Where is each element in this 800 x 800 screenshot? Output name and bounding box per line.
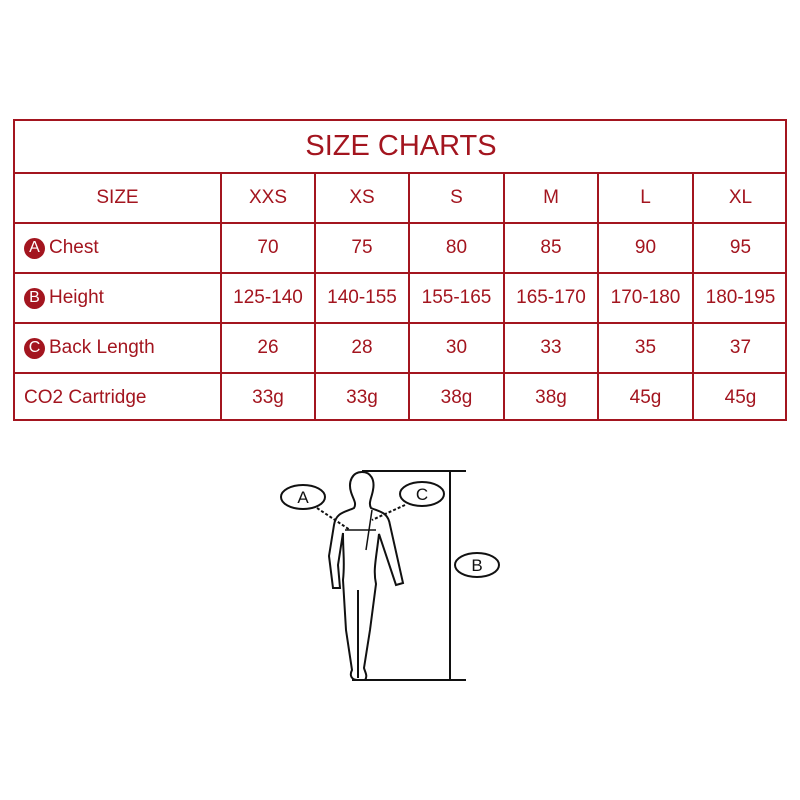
label-b: B [471,556,482,575]
table-cell: 170-180 [599,274,694,324]
table-cell-text: 85 [540,237,562,258]
header-size-text: XS [349,187,375,208]
table-cell: 38g [505,374,599,421]
table-cell: 37 [694,324,787,374]
row-label: A Chest [15,224,222,274]
table-cell-text: 33 [540,337,562,358]
row-label-text: Chest [49,237,99,258]
table-cell: 155-165 [410,274,505,324]
table-cell-text: 28 [351,337,373,358]
c-pointer [371,504,406,521]
badge-a-icon: A [24,237,45,259]
header-size: XS [316,174,410,224]
badge-b-icon: B [24,287,45,309]
table-cell-text: 95 [729,237,752,258]
table-cell: 28 [316,324,410,374]
label-b-ellipse [454,552,500,578]
table-cell: 30 [410,324,505,374]
size-chart-table: SIZE CHARTS SIZE XXS XS S M L XL A Chest 70 75 80 85 9… [13,119,787,421]
table-cell: 38g [410,374,505,421]
table-cell-text: 180-195 [705,287,776,308]
a-pointer [316,507,351,531]
header-size: M [505,174,599,224]
table-cell: 180-195 [694,274,787,324]
table-cell: 33g [222,374,316,421]
table-cell-text: 26 [257,337,279,358]
table-cell-text: 38g [535,386,567,408]
row-label-text: Height [49,287,104,308]
table-cell: 33g [316,374,410,421]
table-cell-text: 155-165 [421,287,492,308]
table-cell-text: 90 [634,237,657,258]
table-title-text: SIZE CHARTS [305,130,497,162]
back-length-measure [365,509,373,551]
label-a: A [297,488,309,507]
label-c-ellipse [399,481,445,507]
table-cell: 35 [599,324,694,374]
table-cell: 45g [599,374,694,421]
table-cell-text: 80 [445,237,468,258]
header-size-text: S [450,187,463,208]
table-cell-text: 70 [257,237,279,258]
table-cell-text: 125-140 [233,287,303,308]
badge-c-icon: C [24,337,45,359]
header-size: S [410,174,505,224]
header-size: XL [694,174,787,224]
table-cell-text: 140-155 [327,287,397,308]
table-cell: 26 [222,324,316,374]
row-label-text: CO2 Cartridge [24,386,147,408]
header-size-label: SIZE [15,174,222,224]
row-label: CO2 Cartridge [15,374,222,421]
row-label: C Back Length [15,324,222,374]
table-cell-text: 33g [252,386,284,408]
table-cell: 75 [316,224,410,274]
label-a-ellipse [280,484,326,510]
body-silhouette [327,470,405,681]
table-cell-text: 33g [346,386,378,408]
table-cell: 125-140 [222,274,316,324]
table-cell: 95 [694,224,787,274]
table-cell: 80 [410,224,505,274]
table-cell: 165-170 [505,274,599,324]
table-cell-text: 45g [724,386,757,408]
table-cell-text: 165-170 [516,287,586,308]
row-label: B Height [15,274,222,324]
table-cell: 90 [599,224,694,274]
table-cell: 85 [505,224,599,274]
header-size-text: XL [728,187,753,208]
table-cell-text: 37 [729,337,752,358]
header-size-text: L [640,187,651,208]
table-cell: 70 [222,224,316,274]
table-cell: 33 [505,324,599,374]
table-cell-text: 38g [440,386,473,408]
table-title: SIZE CHARTS [15,121,787,174]
header-size: XXS [222,174,316,224]
table-cell-text: 170-180 [610,287,681,308]
header-size-text: XXS [248,187,288,208]
header-size-text: M [543,187,559,208]
table-cell-text: 45g [629,386,662,408]
header-size: L [599,174,694,224]
row-label-text: Back Length [49,337,155,358]
header-size-label-text: SIZE [96,187,139,208]
table-cell-text: 35 [634,337,657,358]
table-cell-text: 75 [351,237,373,258]
table-cell-text: 30 [445,337,468,358]
label-c: C [416,485,428,504]
table-cell: 140-155 [316,274,410,324]
table-cell: 45g [694,374,787,421]
